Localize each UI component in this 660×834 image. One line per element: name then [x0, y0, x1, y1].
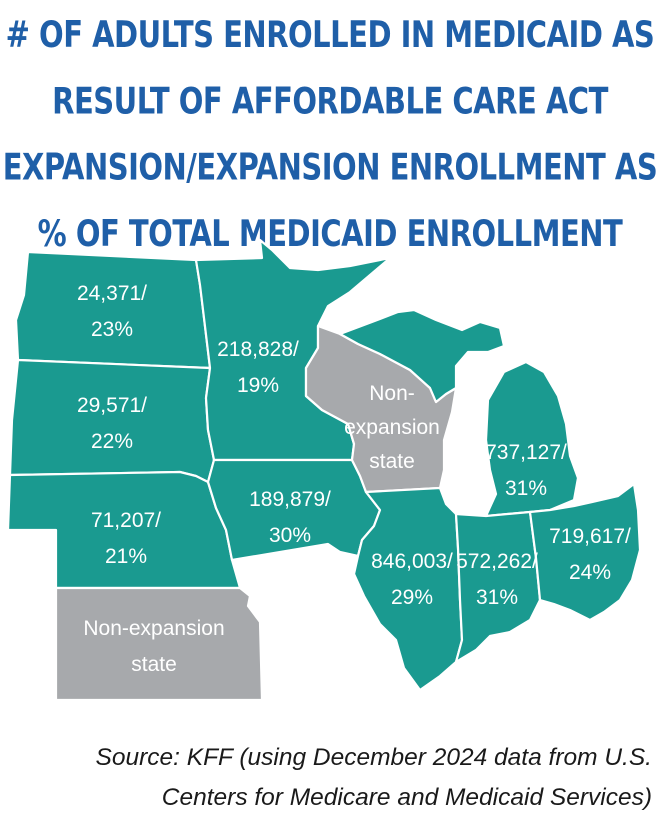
label-ohio-count: 719,617/	[549, 525, 631, 548]
title-line: result of Affordable Care Act	[52, 79, 608, 123]
label-michigan-count: 737,127/	[485, 441, 567, 464]
label-north-dakota-pct: 23%	[91, 318, 133, 341]
label-wisconsin-line3: state	[369, 450, 415, 473]
state-kansas	[54, 586, 264, 702]
state-ohio	[528, 482, 642, 622]
source-note: Source: KFF (using December 2024 data fr…	[2, 738, 653, 818]
state-michigan-upper	[338, 308, 506, 404]
label-minnesota-count: 218,828/	[217, 338, 299, 361]
label-iowa-count: 189,879/	[249, 488, 331, 511]
label-minnesota-pct: 19%	[237, 374, 279, 397]
label-south-dakota-pct: 22%	[91, 430, 133, 453]
label-wisconsin-line1: Non-	[369, 382, 415, 405]
source-line: Source: KFF (using December 2024 data fr…	[95, 744, 653, 771]
label-illinois-count: 846,003/	[371, 550, 453, 573]
label-wisconsin-line2: expansion	[344, 416, 440, 439]
label-kansas-line1: Non-expansion	[83, 617, 224, 640]
label-ohio-pct: 24%	[569, 561, 611, 584]
label-michigan-pct: 31%	[505, 477, 547, 500]
label-indiana-pct: 31%	[476, 586, 518, 609]
map-title: # of adults enrolled in Medicaid as resu…	[0, 2, 660, 267]
state-north-dakota	[14, 250, 212, 370]
state-south-dakota	[8, 358, 216, 484]
source-line: Centers for Medicare and Medicaid Servic…	[161, 784, 652, 811]
title-line: # of adults enrolled in Medicaid as	[5, 13, 655, 56]
state-michigan-lower	[484, 360, 580, 518]
title-line: % of total Medicaid enrollment	[37, 212, 623, 255]
title-line: expansion/expansion enrollment as	[2, 145, 658, 189]
label-kansas-line2: state	[131, 653, 177, 676]
label-indiana-count: 572,262/	[456, 550, 538, 573]
label-north-dakota-count: 24,371/	[77, 282, 147, 305]
label-nebraska-pct: 21%	[105, 545, 147, 568]
label-iowa-pct: 30%	[269, 524, 311, 547]
label-south-dakota-count: 29,571/	[77, 394, 147, 417]
label-nebraska-count: 71,207/	[91, 509, 161, 532]
label-illinois-pct: 29%	[391, 586, 433, 609]
